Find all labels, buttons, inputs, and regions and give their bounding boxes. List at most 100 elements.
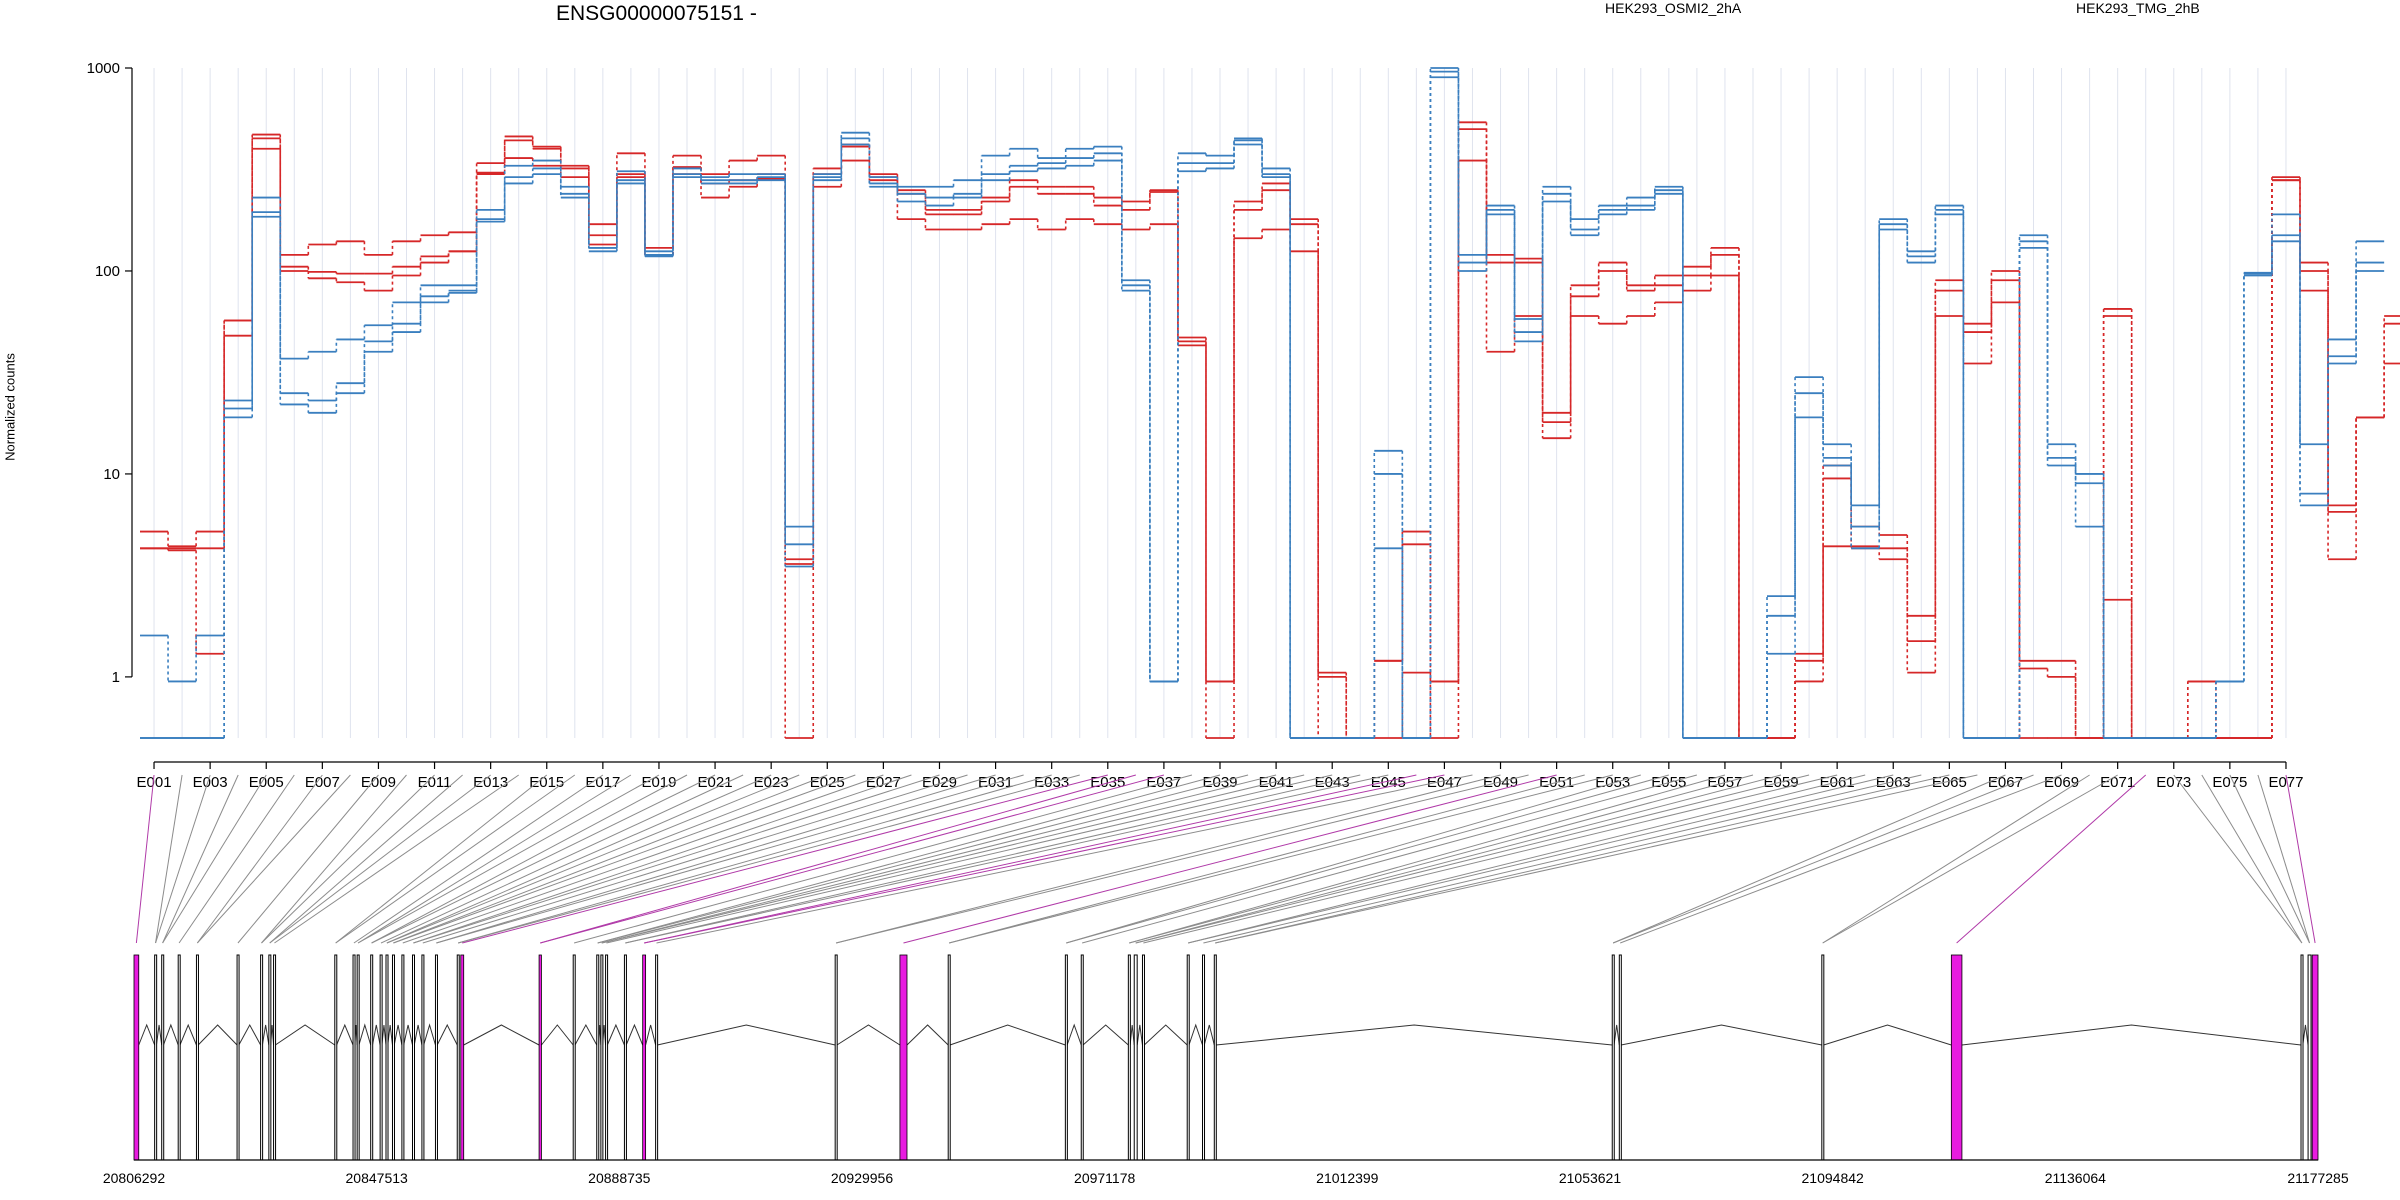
- x-tick-label: E031: [978, 774, 1013, 791]
- exon-highlighted: [1950, 954, 1963, 1161]
- exon-connector: [644, 774, 1417, 944]
- intron: [1143, 1024, 1188, 1046]
- exon: [2307, 954, 2312, 1161]
- x-tick-label: E017: [585, 774, 620, 791]
- exon: [1821, 954, 1825, 1161]
- intron: [625, 1023, 644, 1046]
- exon-connector: [380, 774, 744, 944]
- x-tick-label: E025: [810, 774, 845, 791]
- exon-connector: [2285, 774, 2316, 944]
- exon: [1133, 954, 1138, 1161]
- exon: [356, 954, 360, 1161]
- exon-highlighted: [899, 954, 908, 1161]
- genome-coordinate-label: 20847513: [346, 1170, 409, 1186]
- intron: [163, 1023, 179, 1046]
- exon-connector: [155, 774, 211, 944]
- exon: [434, 954, 438, 1161]
- legend-entry-osmi2: HEK293_OSMI2_2hA: [1605, 0, 1742, 16]
- x-tick-label: E045: [1371, 774, 1406, 791]
- intron: [1136, 1024, 1143, 1046]
- genome-coordinate-label: 20971178: [1074, 1170, 1135, 1186]
- exon-highlighted: [642, 954, 647, 1161]
- exon-connector: [1956, 774, 2147, 944]
- exon: [600, 954, 604, 1161]
- exon-connector: [162, 774, 239, 944]
- exon-connector: [178, 774, 295, 944]
- exon-connector: [462, 774, 1108, 944]
- y-axis: 1 10 100 1000: [87, 60, 133, 686]
- intron: [574, 1023, 598, 1046]
- exon-connector: [1129, 774, 1754, 944]
- exon-connector: [2257, 774, 2311, 944]
- x-tick-label: E019: [641, 774, 676, 791]
- intron: [138, 1023, 156, 1046]
- exon-connector: [371, 774, 688, 944]
- exon-connector: [1135, 774, 1810, 944]
- y-tick-label: 100: [95, 263, 120, 280]
- intron: [1823, 1024, 1952, 1046]
- intron: [358, 1023, 372, 1046]
- intron: [387, 1024, 393, 1046]
- exon-connector: [1612, 774, 2006, 944]
- exon-connector: [274, 774, 519, 944]
- exon-connector: [393, 774, 828, 944]
- exon-connector: [155, 774, 183, 944]
- exon-connector: [261, 774, 435, 944]
- exon-connector: [606, 774, 1333, 944]
- exon-connector: [903, 774, 1557, 944]
- genome-coordinate-label: 21012399: [1316, 1170, 1379, 1186]
- exon-connector: [402, 774, 884, 944]
- exon: [1618, 954, 1622, 1161]
- intron: [541, 1024, 574, 1046]
- x-tick-label: E071: [2100, 774, 2135, 791]
- x-tick-label: E077: [2268, 774, 2303, 791]
- exon-connector: [597, 774, 1221, 944]
- intron: [1613, 1024, 1620, 1046]
- exon: [334, 954, 338, 1161]
- x-tick-label: E041: [1259, 774, 1294, 791]
- x-tick-label: E003: [193, 774, 228, 791]
- x-tick-label: E005: [249, 774, 284, 791]
- exon: [177, 954, 181, 1161]
- y-tick-label: 1000: [87, 60, 120, 77]
- intron: [645, 1024, 657, 1046]
- x-tick-label: E011: [418, 774, 452, 791]
- exon-connector: [237, 774, 379, 944]
- exon-connector: [1822, 774, 2118, 944]
- exon-connector: [2201, 774, 2303, 944]
- exon: [596, 954, 600, 1161]
- exon-connector: [1187, 774, 1894, 944]
- x-tick-label: E013: [473, 774, 508, 791]
- x-tick-label: E021: [698, 774, 733, 791]
- series-lines: [140, 67, 2400, 739]
- exon-connector: [835, 774, 1529, 944]
- gene-model: [133, 954, 2319, 1161]
- exon: [236, 954, 240, 1161]
- exon-connector: [413, 774, 940, 944]
- exon-connector: [597, 774, 1249, 944]
- exon-connector: [625, 774, 1389, 944]
- exon-connector: [1187, 774, 1866, 944]
- exon-connector: [1082, 774, 1698, 944]
- exon-connector: [269, 774, 491, 944]
- exon-highlighted: [538, 954, 542, 1161]
- x-tick-label: E053: [1595, 774, 1630, 791]
- intron: [275, 1024, 336, 1046]
- x-tick-label: E049: [1483, 774, 1518, 791]
- exon: [352, 954, 356, 1161]
- exon: [260, 954, 264, 1161]
- exon: [370, 954, 374, 1161]
- x-tick-label: E073: [2156, 774, 2191, 791]
- exon: [268, 954, 272, 1161]
- exon-connector: [2173, 774, 2303, 944]
- x-tick-label: E015: [529, 774, 564, 791]
- x-tick-label: E069: [2044, 774, 2079, 791]
- intron: [2302, 1024, 2309, 1046]
- exon-connector: [386, 774, 800, 944]
- exon-connector: [540, 774, 1136, 944]
- exon-connector: [601, 774, 1277, 944]
- intron: [949, 1024, 1066, 1046]
- exon: [947, 954, 951, 1161]
- intron: [906, 1024, 949, 1046]
- exon: [605, 954, 609, 1161]
